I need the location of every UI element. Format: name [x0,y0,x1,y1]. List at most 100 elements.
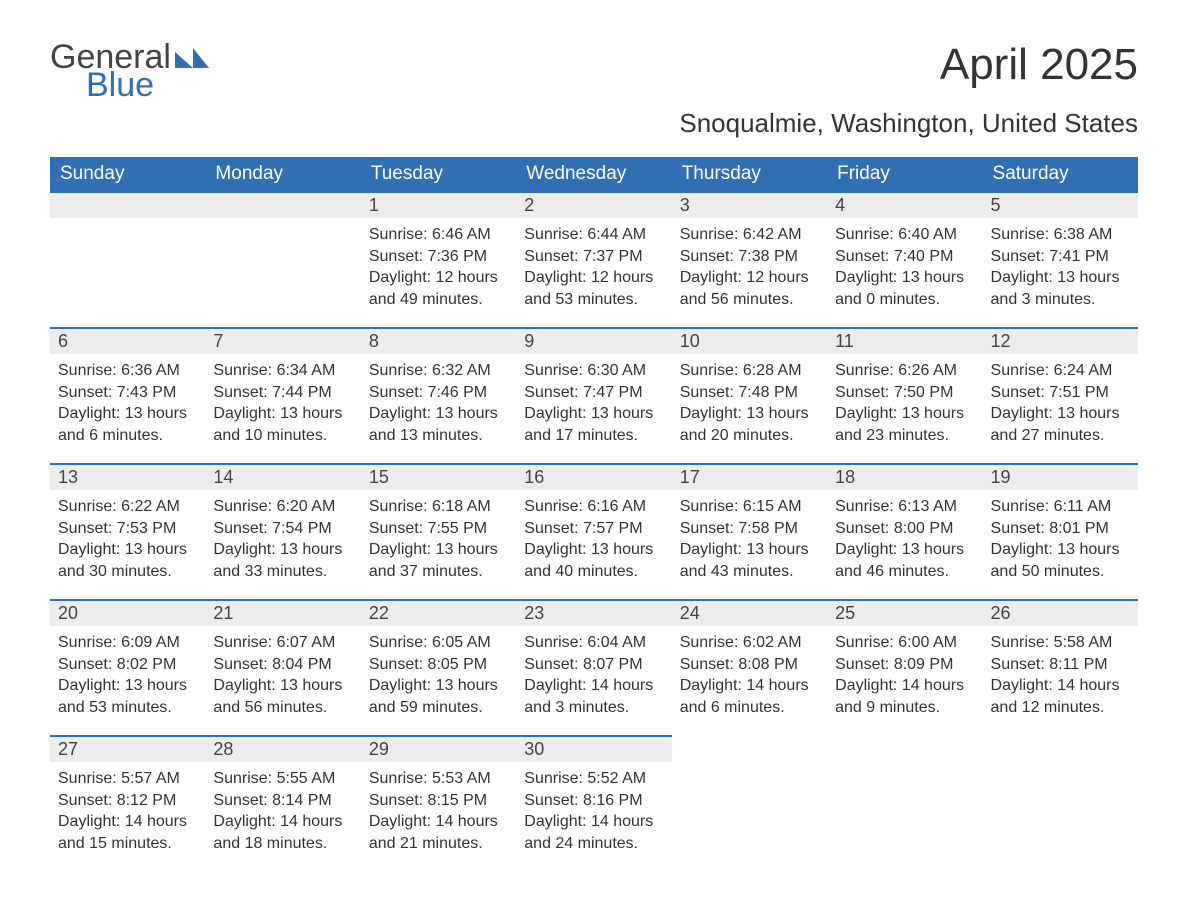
daylight-text: Daylight: 14 hours and 12 minutes. [991,675,1130,718]
day-content-cell: Sunrise: 6:18 AMSunset: 7:55 PMDaylight:… [361,490,516,600]
title-block: April 2025 Snoqualmie, Washington, Unite… [679,40,1138,139]
day-number-cell: 15 [361,464,516,490]
sunset-text: Sunset: 8:01 PM [991,518,1130,540]
sunset-text: Sunset: 7:40 PM [835,246,974,268]
day-content-cell: Sunrise: 6:36 AMSunset: 7:43 PMDaylight:… [50,354,205,464]
sunset-text: Sunset: 8:09 PM [835,654,974,676]
weekday-header: Sunday [50,157,205,192]
sunrise-text: Sunrise: 5:53 AM [369,768,508,790]
header: General Blue April 2025 Snoqualmie, Wash… [50,40,1138,139]
day-content-cell: Sunrise: 6:11 AMSunset: 8:01 PMDaylight:… [983,490,1138,600]
sunrise-text: Sunrise: 6:36 AM [58,360,197,382]
daylight-text: Daylight: 13 hours and 46 minutes. [835,539,974,582]
sunset-text: Sunset: 7:50 PM [835,382,974,404]
daylight-text: Daylight: 14 hours and 24 minutes. [524,811,663,854]
sunrise-text: Sunrise: 5:55 AM [213,768,352,790]
day-content-cell: Sunrise: 6:05 AMSunset: 8:05 PMDaylight:… [361,626,516,736]
day-number-cell: 25 [827,600,982,626]
sunrise-text: Sunrise: 6:07 AM [213,632,352,654]
daylight-text: Daylight: 14 hours and 15 minutes. [58,811,197,854]
day-number-cell: 13 [50,464,205,490]
day-number-row: 20212223242526 [50,600,1138,626]
day-number-cell [50,192,205,218]
day-content-cell: Sunrise: 6:46 AMSunset: 7:36 PMDaylight:… [361,218,516,328]
sunset-text: Sunset: 7:54 PM [213,518,352,540]
day-content-cell: Sunrise: 5:58 AMSunset: 8:11 PMDaylight:… [983,626,1138,736]
day-content-cell: Sunrise: 6:34 AMSunset: 7:44 PMDaylight:… [205,354,360,464]
sunrise-text: Sunrise: 5:57 AM [58,768,197,790]
day-number-cell: 23 [516,600,671,626]
day-content-cell: Sunrise: 6:16 AMSunset: 7:57 PMDaylight:… [516,490,671,600]
sunset-text: Sunset: 8:14 PM [213,790,352,812]
day-content-cell [983,762,1138,872]
day-content-cell: Sunrise: 6:13 AMSunset: 8:00 PMDaylight:… [827,490,982,600]
day-number-cell: 21 [205,600,360,626]
daylight-text: Daylight: 13 hours and 37 minutes. [369,539,508,582]
sunset-text: Sunset: 7:43 PM [58,382,197,404]
day-content-cell [50,218,205,328]
day-content-cell [827,762,982,872]
daylight-text: Daylight: 13 hours and 23 minutes. [835,403,974,446]
sunset-text: Sunset: 8:12 PM [58,790,197,812]
day-content-cell: Sunrise: 5:57 AMSunset: 8:12 PMDaylight:… [50,762,205,872]
sunrise-text: Sunrise: 6:46 AM [369,224,508,246]
day-number-cell: 12 [983,328,1138,354]
sunrise-text: Sunrise: 6:16 AM [524,496,663,518]
sunset-text: Sunset: 7:36 PM [369,246,508,268]
sunrise-text: Sunrise: 6:40 AM [835,224,974,246]
sunset-text: Sunset: 7:38 PM [680,246,819,268]
day-content-cell: Sunrise: 5:52 AMSunset: 8:16 PMDaylight:… [516,762,671,872]
day-number-row: 13141516171819 [50,464,1138,490]
sunset-text: Sunset: 7:57 PM [524,518,663,540]
sunset-text: Sunset: 8:04 PM [213,654,352,676]
sunset-text: Sunset: 8:07 PM [524,654,663,676]
sunset-text: Sunset: 8:11 PM [991,654,1130,676]
logo-mark-icon [175,48,209,73]
day-content-cell: Sunrise: 6:02 AMSunset: 8:08 PMDaylight:… [672,626,827,736]
day-number-cell: 17 [672,464,827,490]
daylight-text: Daylight: 13 hours and 56 minutes. [213,675,352,718]
daylight-text: Daylight: 14 hours and 18 minutes. [213,811,352,854]
weekday-header-row: Sunday Monday Tuesday Wednesday Thursday… [50,157,1138,192]
day-number-cell: 28 [205,736,360,762]
day-content-cell: Sunrise: 6:20 AMSunset: 7:54 PMDaylight:… [205,490,360,600]
sunrise-text: Sunrise: 6:02 AM [680,632,819,654]
sunrise-text: Sunrise: 6:34 AM [213,360,352,382]
weekday-header: Friday [827,157,982,192]
weekday-header: Thursday [672,157,827,192]
day-number-cell: 22 [361,600,516,626]
day-number-cell: 9 [516,328,671,354]
daylight-text: Daylight: 14 hours and 3 minutes. [524,675,663,718]
sunrise-text: Sunrise: 6:20 AM [213,496,352,518]
daylight-text: Daylight: 13 hours and 17 minutes. [524,403,663,446]
daylight-text: Daylight: 13 hours and 50 minutes. [991,539,1130,582]
day-content-row: Sunrise: 6:09 AMSunset: 8:02 PMDaylight:… [50,626,1138,736]
daylight-text: Daylight: 14 hours and 21 minutes. [369,811,508,854]
day-content-cell: Sunrise: 6:44 AMSunset: 7:37 PMDaylight:… [516,218,671,328]
day-content-row: Sunrise: 5:57 AMSunset: 8:12 PMDaylight:… [50,762,1138,872]
day-number-cell: 18 [827,464,982,490]
day-number-cell [827,736,982,762]
weekday-header: Monday [205,157,360,192]
sunset-text: Sunset: 8:08 PM [680,654,819,676]
sunset-text: Sunset: 7:37 PM [524,246,663,268]
day-number-cell: 3 [672,192,827,218]
day-number-cell: 8 [361,328,516,354]
daylight-text: Daylight: 13 hours and 0 minutes. [835,267,974,310]
day-content-cell [672,762,827,872]
weekday-header: Tuesday [361,157,516,192]
sunrise-text: Sunrise: 6:04 AM [524,632,663,654]
day-content-cell: Sunrise: 6:07 AMSunset: 8:04 PMDaylight:… [205,626,360,736]
sunrise-text: Sunrise: 6:30 AM [524,360,663,382]
day-content-cell: Sunrise: 6:40 AMSunset: 7:40 PMDaylight:… [827,218,982,328]
day-number-cell: 1 [361,192,516,218]
sunset-text: Sunset: 8:16 PM [524,790,663,812]
day-content-cell: Sunrise: 5:53 AMSunset: 8:15 PMDaylight:… [361,762,516,872]
day-content-row: Sunrise: 6:36 AMSunset: 7:43 PM Daylight:… [50,354,1138,464]
day-number-cell: 26 [983,600,1138,626]
day-number-cell: 19 [983,464,1138,490]
sunrise-text: Sunrise: 6:26 AM [835,360,974,382]
daylight-text: Daylight: 13 hours and 43 minutes. [680,539,819,582]
day-number-cell [672,736,827,762]
sunrise-text: Sunrise: 6:09 AM [58,632,197,654]
